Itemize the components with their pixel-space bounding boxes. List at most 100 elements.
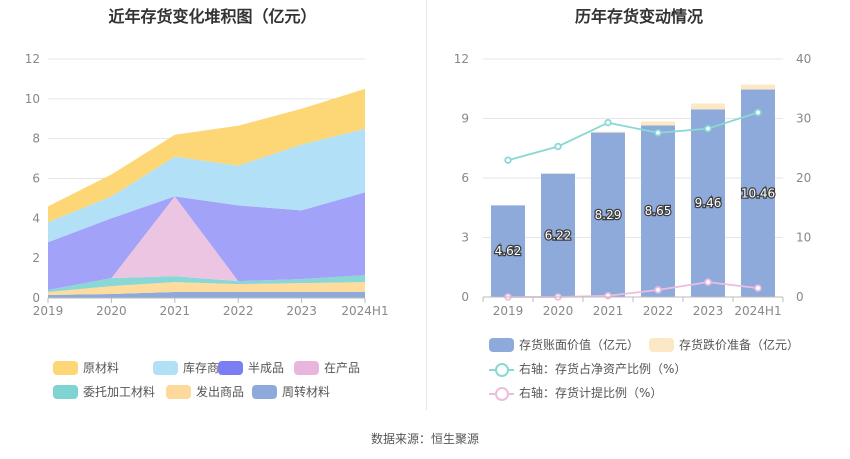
bar-book-value xyxy=(641,125,675,297)
line-point xyxy=(754,284,762,292)
legend-swatch xyxy=(218,360,243,375)
legend-label: 半成品 xyxy=(248,361,285,375)
bar-book-value xyxy=(491,205,525,297)
legend-swatch xyxy=(252,384,277,399)
legend-swatch xyxy=(294,360,319,375)
bar-book-value xyxy=(541,173,575,297)
y-tick-label: 6 xyxy=(461,171,469,185)
y-tick-label: 0 xyxy=(461,290,469,304)
inventory-bar-line-chart: 0 3 6 9 12 0 10 20 30 40 4.62 6.22 8.29 8.65 9.46 10.46… xyxy=(454,52,812,318)
area-series-5 xyxy=(48,128,365,243)
data-source-note: 数据来源：恒生聚源 xyxy=(370,432,479,446)
line-series-2 xyxy=(507,111,759,162)
x-tick-label: 2020 xyxy=(96,304,127,318)
bar-value-label: 8.29 xyxy=(595,208,622,222)
line-point xyxy=(754,108,762,117)
x-tick-label: 2022 xyxy=(643,304,674,318)
x-tick-label: 2024H1 xyxy=(341,304,388,318)
area-series-4 xyxy=(48,192,365,290)
x-tick-label: 2023 xyxy=(693,304,724,318)
legend-label: 发出商品 xyxy=(196,385,245,399)
y-tick-label: 10 xyxy=(25,92,40,106)
line-point xyxy=(654,286,662,294)
area-series-3 xyxy=(48,196,365,290)
right-legend: 存货账面价值（亿元） 存货跌价准备（亿元） 右轴：存货占净资产比例（%） 右轴：… xyxy=(428,0,850,410)
line-point xyxy=(554,142,562,151)
bar-book-value xyxy=(741,89,775,297)
legend-swatch xyxy=(53,360,78,375)
area-series-0 xyxy=(48,292,365,298)
x-tick-label: 2019 xyxy=(33,304,64,318)
line-point xyxy=(654,129,662,137)
y2-tick-label: 30 xyxy=(796,112,811,126)
legend-label: 存货跌价准备（亿元） xyxy=(679,338,800,352)
line-point xyxy=(704,124,712,133)
area-series-1 xyxy=(48,282,365,295)
legend-label: 在产品 xyxy=(324,361,361,375)
left-chart-title: 近年存货变化堆积图（亿元） xyxy=(108,7,317,26)
x-tick-label: 2020 xyxy=(543,304,574,318)
y-tick-label: 3 xyxy=(461,231,469,245)
legend-swatch xyxy=(489,337,514,352)
legend-label: 原材料 xyxy=(83,361,120,375)
legend-item-goods-shipped[interactable]: 发出商品 xyxy=(166,383,244,400)
line-point xyxy=(504,156,512,164)
legend-swatch xyxy=(166,384,191,399)
legend-line-swatch xyxy=(489,362,514,377)
stacked-area-chart: 0 2 4 6 8 10 12 2019 2020 2021 2022 2023 2024H1 xyxy=(25,52,389,318)
y-tick-label: 12 xyxy=(25,52,40,66)
bar-impairment xyxy=(741,84,775,90)
legend-label: 存货账面价值（亿元） xyxy=(519,338,640,352)
y-tick-label: 8 xyxy=(32,132,40,146)
panel-divider xyxy=(426,0,427,410)
bar-impairment xyxy=(591,131,625,133)
legend-label: 委托加工材料 xyxy=(83,385,156,399)
y2-tick-label: 40 xyxy=(796,52,811,66)
y-tick-label: 4 xyxy=(32,211,40,225)
legend-swatch xyxy=(53,384,78,399)
y-tick-label: 6 xyxy=(32,172,40,186)
bar-value-label: 6.22 xyxy=(545,228,572,242)
stacked-area-chart-panel: 近年存货变化堆积图（亿元） 0 2 4 6 8 10 12 2019 2020 2021 2022 2… xyxy=(0,0,425,410)
legend-item-raw-materials[interactable]: 原材料 xyxy=(53,359,119,376)
y-tick-label: 2 xyxy=(32,251,40,265)
legend-item-wip[interactable]: 在产品 xyxy=(294,359,360,376)
legend-label: 右轴：存货计提比例（%） xyxy=(519,386,663,400)
legend-label: 周转材料 xyxy=(282,385,331,399)
bar-impairment xyxy=(691,103,725,110)
bar-impairment xyxy=(641,121,675,126)
area-series-6 xyxy=(48,88,365,223)
bar-book-value xyxy=(691,109,725,297)
legend-label: 右轴：存货占净资产比例（%） xyxy=(519,362,687,376)
y-tick-label: 9 xyxy=(461,112,469,126)
legend-item-ratio-to-net-assets[interactable]: 右轴：存货占净资产比例（%） xyxy=(489,360,686,377)
inventory-bar-chart-panel: 历年存货变动情况 0 3 6 9 12 0 10 20 30 40 4.62 6.22 8.29 8.65… xyxy=(428,0,850,410)
right-chart-title: 历年存货变动情况 xyxy=(574,7,703,26)
y2-tick-label: 20 xyxy=(796,171,811,185)
legend-item-outsourced-materials[interactable]: 委托加工材料 xyxy=(53,383,155,400)
bar-value-label: 10.46 xyxy=(741,186,775,200)
bar-value-label: 4.62 xyxy=(495,244,522,258)
legend-item-provision-ratio[interactable]: 右轴：存货计提比例（%） xyxy=(489,384,662,401)
y2-tick-label: 10 xyxy=(796,231,811,245)
x-tick-label: 2023 xyxy=(286,304,317,318)
legend-line-swatch xyxy=(489,386,514,401)
bar-value-label: 9.46 xyxy=(695,196,722,210)
line-point xyxy=(604,118,612,127)
legend-item-book-value[interactable]: 存货账面价值（亿元） xyxy=(489,336,639,353)
left-legend: 原材料 库存商品 半成品 在产品 委托加工材料 发出商品 周转材料 xyxy=(0,0,425,410)
bar-book-value xyxy=(591,132,625,297)
area-series-2 xyxy=(48,275,365,292)
x-tick-label: 2024H1 xyxy=(734,304,781,318)
legend-swatch xyxy=(153,360,178,375)
x-tick-label: 2022 xyxy=(223,304,254,318)
legend-item-impairment[interactable]: 存货跌价准备（亿元） xyxy=(649,336,799,353)
x-tick-label: 2021 xyxy=(593,304,624,318)
line-point xyxy=(704,278,712,286)
y2-tick-label: 0 xyxy=(796,290,804,304)
y-tick-label: 0 xyxy=(32,291,40,305)
y-tick-label: 12 xyxy=(454,52,469,66)
bar-value-label: 8.65 xyxy=(645,204,672,218)
legend-item-turnover-materials[interactable]: 周转材料 xyxy=(252,383,330,400)
legend-item-semi-finished[interactable]: 半成品 xyxy=(218,359,284,376)
